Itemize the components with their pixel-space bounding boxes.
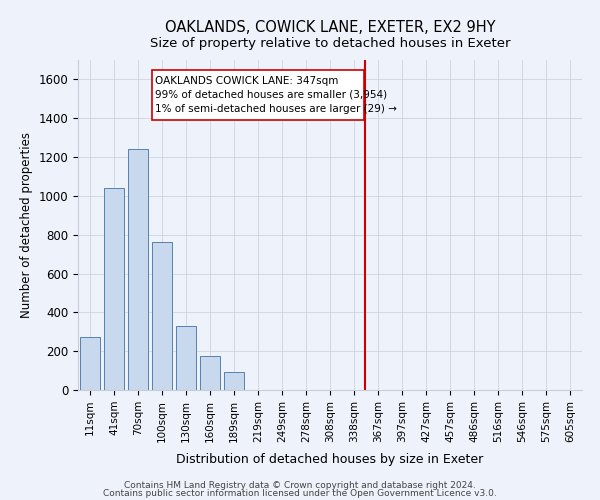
- FancyBboxPatch shape: [152, 70, 364, 120]
- Y-axis label: Number of detached properties: Number of detached properties: [20, 132, 33, 318]
- Text: OAKLANDS, COWICK LANE, EXETER, EX2 9HY: OAKLANDS, COWICK LANE, EXETER, EX2 9HY: [165, 20, 495, 35]
- Text: Contains public sector information licensed under the Open Government Licence v3: Contains public sector information licen…: [103, 489, 497, 498]
- Bar: [200, 356, 220, 390]
- Text: Size of property relative to detached houses in Exeter: Size of property relative to detached ho…: [150, 37, 510, 50]
- Bar: [80, 336, 100, 390]
- Text: Contains HM Land Registry data © Crown copyright and database right 2024.: Contains HM Land Registry data © Crown c…: [124, 480, 476, 490]
- Bar: [128, 150, 148, 390]
- Bar: [104, 188, 124, 390]
- X-axis label: Distribution of detached houses by size in Exeter: Distribution of detached houses by size …: [176, 453, 484, 466]
- Bar: [224, 372, 244, 390]
- Bar: [176, 326, 196, 390]
- Bar: [152, 242, 172, 390]
- Text: OAKLANDS COWICK LANE: 347sqm
99% of detached houses are smaller (3,954)
1% of se: OAKLANDS COWICK LANE: 347sqm 99% of deta…: [155, 76, 397, 114]
